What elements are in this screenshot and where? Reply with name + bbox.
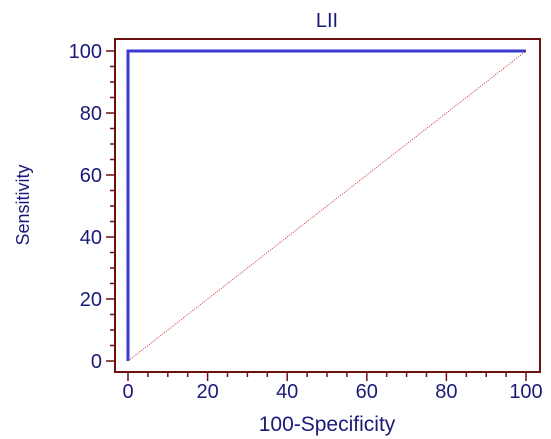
y-tick-label: 40: [80, 227, 102, 249]
plot-area: [114, 38, 541, 373]
x-tick-label: 40: [276, 381, 298, 403]
roc-curve-line: [126, 49, 526, 361]
y-tick-label: 20: [80, 289, 102, 311]
x-tick-label: 60: [356, 381, 378, 403]
axis-ticks: [106, 50, 527, 381]
x-axis-label: 100-Specificity: [259, 413, 396, 436]
reference-diagonal-line: [127, 50, 527, 362]
y-axis-label: Sensitivity: [13, 164, 33, 245]
x-tick-label: 0: [122, 381, 133, 403]
y-tick-label: 100: [69, 41, 102, 63]
y-tick-label: 80: [80, 103, 102, 125]
tick-labels: 0 20 40 60 80 100 0 20 40 60 80 100: [69, 41, 543, 403]
x-tick-label: 80: [435, 381, 457, 403]
y-tick-label: 0: [91, 351, 102, 373]
x-tick-label: 20: [196, 381, 218, 403]
chart-title: LII: [316, 10, 338, 32]
y-tick-label: 60: [80, 165, 102, 187]
x-tick-label: 100: [509, 381, 542, 403]
